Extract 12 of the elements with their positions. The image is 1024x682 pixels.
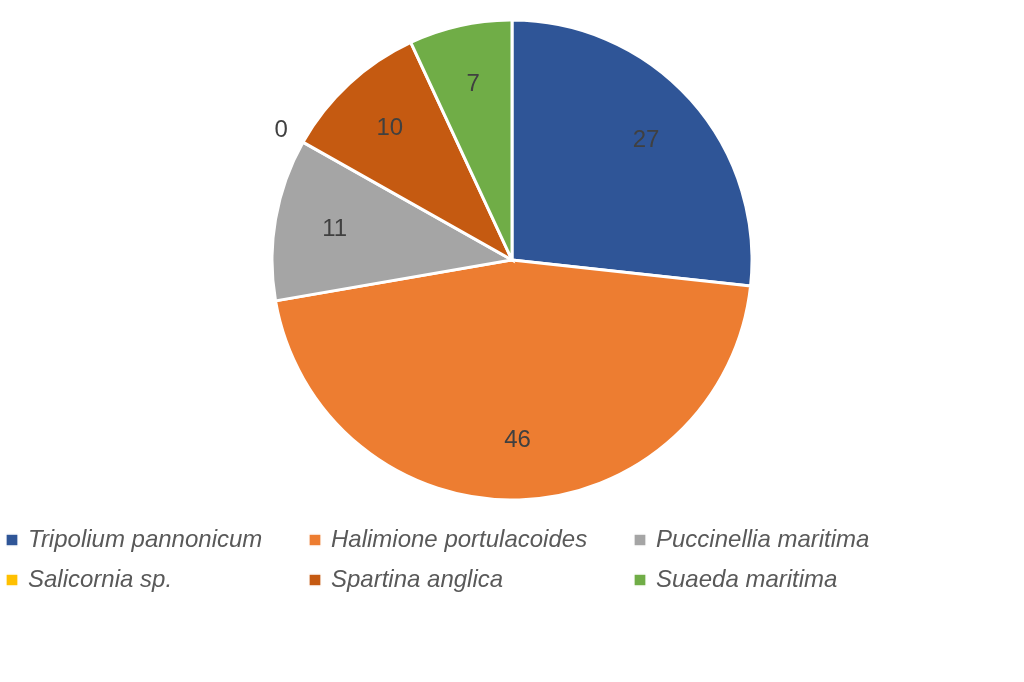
legend-label: Spartina anglica — [331, 565, 504, 592]
data-label: 11 — [322, 214, 348, 242]
text: 0 — [274, 114, 288, 142]
data-label: 10 — [376, 112, 404, 140]
data-label: 27 — [632, 124, 660, 152]
data-label: 46 — [504, 424, 531, 452]
legend-label: Tripolium pannonicum — [28, 525, 263, 552]
legend-label: Puccinellia maritima — [656, 525, 870, 552]
data-label: 7 — [466, 69, 480, 97]
legend-label: Halimione portulacoides — [331, 525, 588, 552]
legend-label: Suaeda maritima — [656, 565, 838, 592]
legend-label: Salicornia sp. — [28, 565, 173, 592]
